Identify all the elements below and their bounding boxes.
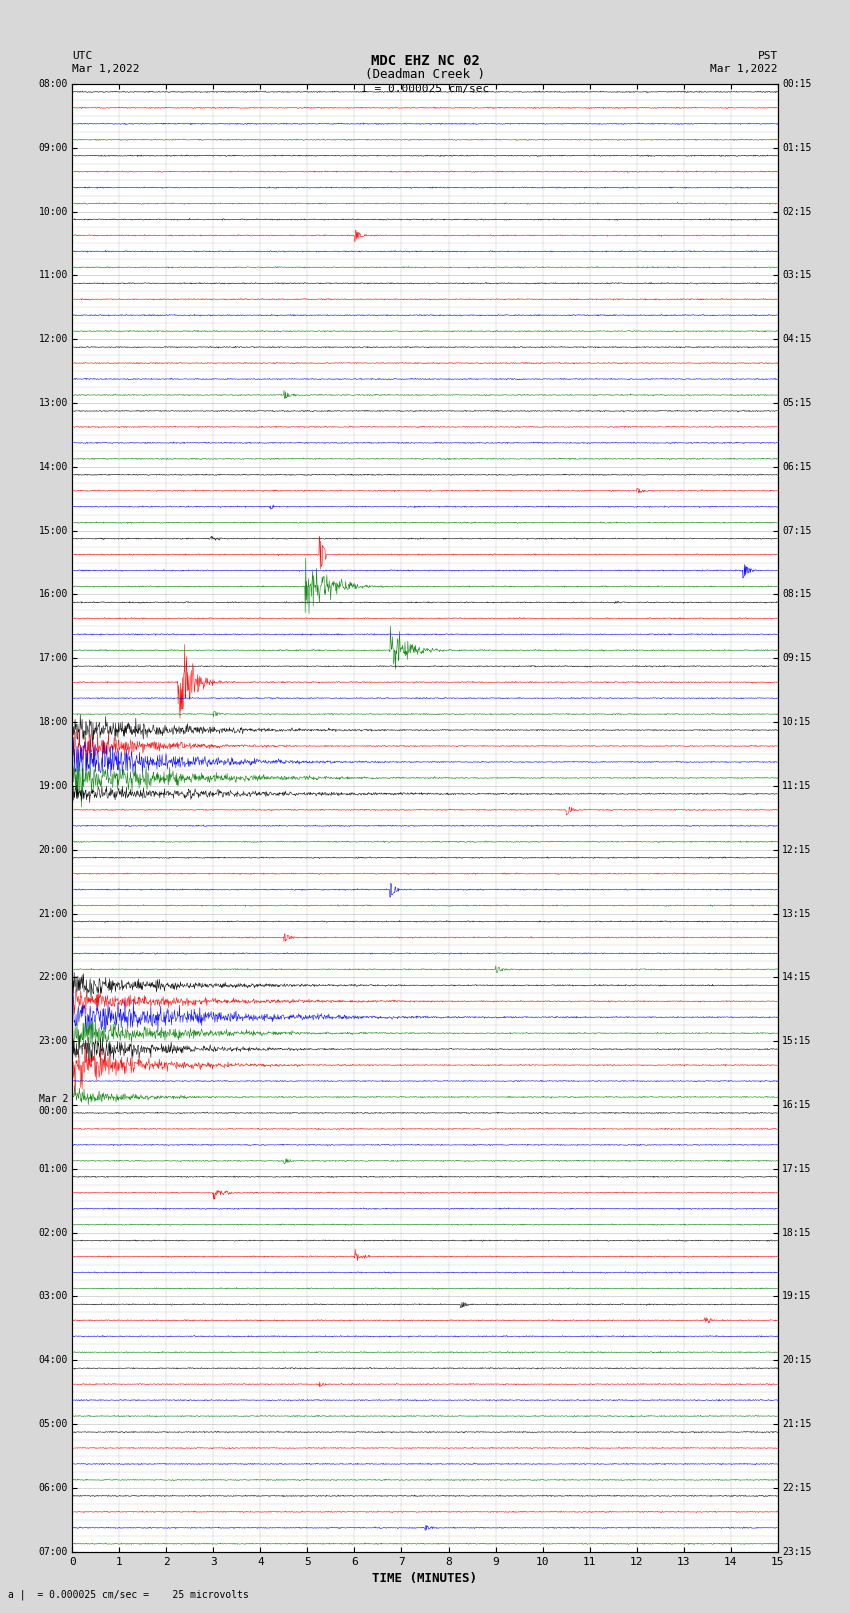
Text: I = 0.000025 cm/sec: I = 0.000025 cm/sec <box>361 84 489 94</box>
X-axis label: TIME (MINUTES): TIME (MINUTES) <box>372 1573 478 1586</box>
Text: (Deadman Creek ): (Deadman Creek ) <box>365 68 485 81</box>
Text: Mar 1,2022: Mar 1,2022 <box>711 65 778 74</box>
Text: Mar 1,2022: Mar 1,2022 <box>72 65 139 74</box>
Text: UTC: UTC <box>72 52 93 61</box>
Text: a |  = 0.000025 cm/sec =    25 microvolts: a | = 0.000025 cm/sec = 25 microvolts <box>8 1589 249 1600</box>
Text: PST: PST <box>757 52 778 61</box>
Text: MDC EHZ NC 02: MDC EHZ NC 02 <box>371 53 479 68</box>
